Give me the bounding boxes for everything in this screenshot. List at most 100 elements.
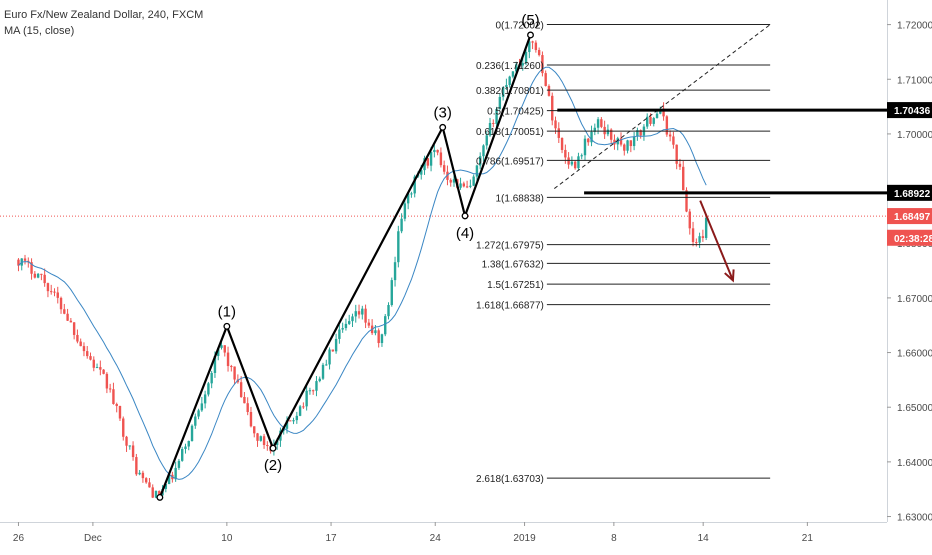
- wave-label: (1): [218, 303, 236, 320]
- candle-body: [675, 144, 678, 164]
- wave-point: [269, 444, 277, 452]
- fibonacci-levels: 0(1.72002)0.236(1.71260)0.382(1.70801)0.…: [476, 20, 771, 485]
- fib-level-label: 2.618(1.63703): [476, 474, 544, 485]
- wave-label: (4): [456, 225, 474, 242]
- candle-body: [141, 472, 145, 479]
- candle-body: [158, 490, 161, 496]
- fib-level-label: 0.786(1.69517): [476, 156, 544, 167]
- candle-body: [125, 436, 128, 446]
- candle-body: [547, 85, 551, 96]
- candle-body: [600, 119, 603, 127]
- candle-body: [59, 297, 63, 310]
- candle-body: [682, 166, 685, 191]
- fib-level-label: 0.5(1.70425): [487, 107, 544, 118]
- price-tag-label: 1.70436: [894, 106, 931, 117]
- candle-body: [69, 320, 73, 323]
- y-tick-label: 1.70000: [897, 130, 932, 141]
- wave-point: [439, 123, 447, 131]
- wave-point: [527, 31, 534, 39]
- price-tag-bg: [887, 208, 932, 225]
- candle-body: [197, 410, 200, 417]
- candle-body: [302, 406, 305, 408]
- x-tick-label: 17: [325, 533, 337, 544]
- wave-label: (2): [264, 457, 282, 474]
- candle-body: [262, 436, 266, 446]
- candle-body: [144, 478, 148, 483]
- candle-body: [210, 372, 213, 384]
- candle-body: [138, 472, 141, 475]
- candle-body: [685, 190, 688, 212]
- candle-body: [400, 218, 403, 232]
- candle-body: [86, 351, 89, 357]
- x-tick-label: 2019: [513, 533, 536, 544]
- candle-body: [560, 137, 564, 150]
- candle-body: [102, 369, 105, 374]
- candle-body: [233, 366, 236, 380]
- elliott-wave-line: [158, 34, 532, 498]
- candle-body: [154, 490, 158, 498]
- candle-body: [50, 291, 53, 293]
- fib-level-label: 0(1.72002): [496, 20, 544, 31]
- forecast-arrow-head: [724, 269, 735, 283]
- candle-body: [82, 346, 86, 352]
- candle-body: [308, 390, 312, 392]
- candle-body: [688, 211, 691, 229]
- price-axis-bg: [887, 0, 932, 550]
- candle-body: [410, 193, 413, 195]
- candle-body: [377, 330, 380, 344]
- candle-body: [646, 116, 649, 127]
- candle-body: [636, 130, 639, 137]
- candle-body: [348, 321, 351, 324]
- candle-body: [554, 120, 557, 129]
- candle-body: [112, 389, 115, 404]
- candle-body: [131, 445, 135, 458]
- candle-body: [541, 55, 544, 74]
- candle-body: [122, 418, 125, 437]
- candle-body: [164, 484, 168, 489]
- candle-body: [53, 291, 56, 293]
- candle-body: [63, 309, 66, 314]
- candle-body: [446, 171, 449, 180]
- candle-body: [577, 156, 580, 169]
- candle-body: [259, 436, 262, 441]
- x-tick-label: Dec: [84, 533, 102, 544]
- candle-body: [495, 108, 498, 124]
- candle-body: [289, 420, 292, 422]
- candles: [17, 37, 708, 500]
- candle-body: [253, 426, 256, 434]
- candle-body: [587, 138, 590, 143]
- candle-body: [190, 425, 194, 441]
- wave-point: [461, 212, 469, 220]
- candle-body: [380, 334, 384, 344]
- y-tick-label: 1.64000: [897, 458, 932, 469]
- candle-body: [374, 330, 377, 334]
- candle-body: [213, 355, 217, 373]
- candle-body: [393, 262, 397, 281]
- candle-body: [341, 328, 344, 330]
- candle-body: [200, 403, 204, 411]
- candle-body: [593, 127, 597, 132]
- candle-body: [485, 135, 488, 146]
- candle-body: [544, 73, 547, 86]
- candle-body: [357, 311, 361, 315]
- candle-body: [515, 64, 518, 72]
- candle-body: [128, 445, 132, 447]
- price-tag-bg: [887, 229, 932, 246]
- candle-body: [367, 322, 371, 326]
- x-tick-label: 10: [221, 533, 233, 544]
- candle-body: [429, 152, 433, 166]
- candle-body: [609, 129, 613, 140]
- wave-label: (5): [521, 12, 539, 29]
- candle-body: [426, 158, 430, 166]
- candle-body: [43, 274, 46, 284]
- candle-body: [305, 390, 308, 407]
- candle-body: [626, 140, 629, 151]
- candle-body: [36, 273, 40, 278]
- candle-body: [619, 138, 623, 145]
- candle-body: [580, 155, 583, 157]
- candle-body: [354, 311, 357, 317]
- candle-body: [492, 122, 495, 124]
- candle-body: [590, 131, 593, 143]
